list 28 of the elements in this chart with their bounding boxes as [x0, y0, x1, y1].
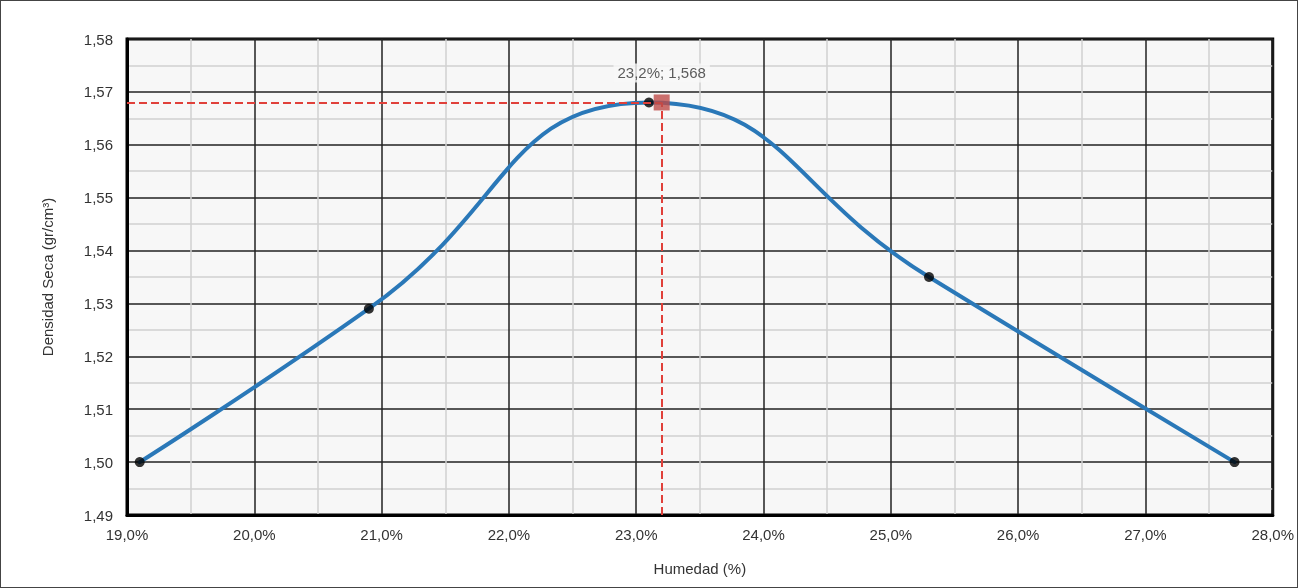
y-tick-label: 1,53 [83, 294, 113, 312]
point [134, 457, 145, 468]
y-axis-title: Densidad Seca (gr/cm³) [39, 197, 56, 357]
x-tick-label: 20,0% [233, 526, 276, 543]
y-tick-label: 1,54 [83, 242, 113, 260]
y-tick-label: 1,50 [83, 453, 113, 471]
x-tick-label: 22,0% [487, 526, 531, 543]
x-axis-title: Humedad (%) [653, 560, 747, 577]
y-tick-label: 1,55 [83, 189, 113, 207]
x-tick-label: 23,0% [614, 526, 658, 543]
x-tick-label: 26,0% [996, 526, 1040, 543]
y-tick-label: 1,51 [83, 400, 113, 418]
point [653, 94, 670, 111]
point [363, 303, 374, 314]
x-tick-label: 21,0% [360, 526, 403, 543]
y-tick-label: 1,57 [83, 83, 113, 101]
y-tick-label: 1,58 [83, 30, 113, 48]
x-tick-label: 28,0% [1251, 526, 1295, 543]
data-label: 23,2%; 1,568 [617, 64, 706, 82]
y-tick-label: 1,49 [83, 506, 113, 524]
point [1229, 457, 1240, 468]
point [924, 272, 935, 282]
y-tick-label: 1,52 [83, 347, 113, 365]
x-tick-label: 27,0% [1124, 526, 1167, 543]
x-tick-label: 24,0% [742, 526, 785, 543]
x-tick-label: 19,0% [105, 526, 149, 543]
x-tick-label: 25,0% [869, 526, 913, 543]
y-tick-label: 1,56 [83, 136, 113, 154]
